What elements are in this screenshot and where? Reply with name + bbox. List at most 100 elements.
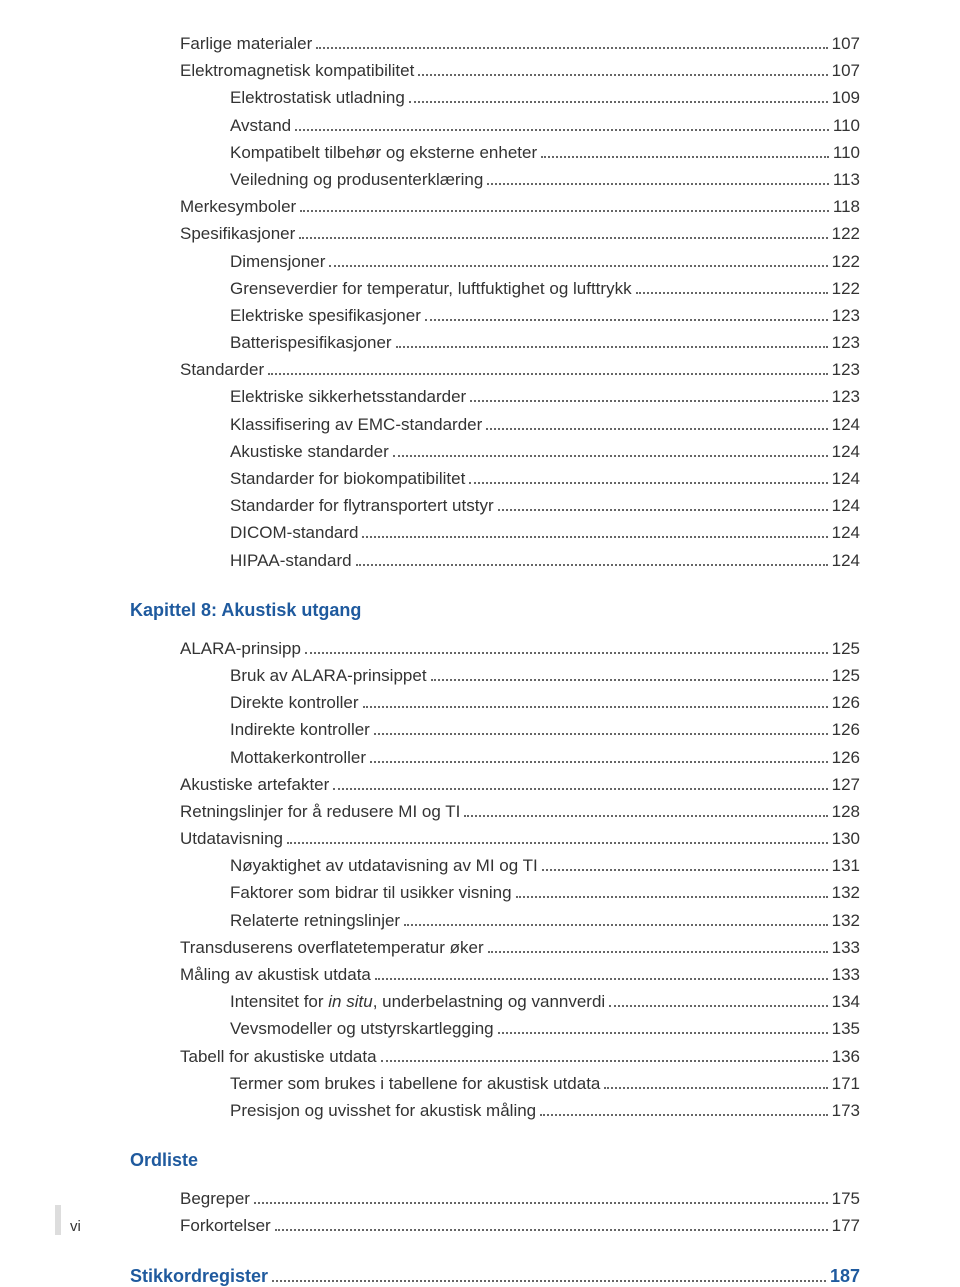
toc-leader-dots: [363, 706, 828, 708]
toc-entry: Klassifisering av EMC-standarder124: [130, 411, 860, 438]
toc-leader-dots: [295, 129, 829, 131]
toc-entry: Merkesymboler118: [130, 193, 860, 220]
toc-page-number: 136: [832, 1043, 860, 1070]
toc-label: Elektromagnetisk kompatibilitet: [180, 57, 414, 84]
toc-page-number: 132: [832, 907, 860, 934]
toc-leader-dots: [404, 924, 828, 926]
toc-leader-dots: [287, 842, 828, 844]
toc-label: Forkortelser: [180, 1212, 271, 1239]
toc-page-number: 122: [832, 275, 860, 302]
toc-label: Avstand: [230, 112, 291, 139]
toc-leader-dots: [604, 1087, 827, 1089]
toc-page-number: 123: [832, 302, 860, 329]
toc-page-number: 122: [832, 220, 860, 247]
toc-entry: Nøyaktighet av utdatavisning av MI og TI…: [130, 852, 860, 879]
toc-leader-dots: [636, 292, 828, 294]
toc-label: Termer som brukes i tabellene for akusti…: [230, 1070, 600, 1097]
toc-entry: Avstand 110: [130, 112, 860, 139]
toc-leader-dots: [464, 815, 827, 817]
toc-leader-dots: [541, 156, 829, 158]
toc-label: Batterispesifikasjoner: [230, 329, 392, 356]
toc-entry: Indirekte kontroller126: [130, 716, 860, 743]
toc-label: Retningslinjer for å redusere MI og TI: [180, 798, 460, 825]
toc-leader-dots: [470, 400, 827, 402]
toc-page-number: 173: [832, 1097, 860, 1124]
toc-entry: Elektromagnetisk kompatibilitet107: [130, 57, 860, 84]
toc-leader-dots: [498, 1032, 828, 1034]
toc-page-number: 131: [832, 852, 860, 879]
toc-label: Standarder: [180, 356, 264, 383]
toc-label: Intensitet for in situ, underbelastning …: [230, 988, 605, 1015]
toc-page-number: 126: [832, 689, 860, 716]
toc-leader-dots: [425, 319, 828, 321]
toc-entry: Elektrostatisk utladning109: [130, 84, 860, 111]
toc-page-number: 110: [833, 112, 860, 139]
toc-page-number: 126: [832, 744, 860, 771]
toc-leader-dots: [370, 761, 828, 763]
toc-page-number: 171: [832, 1070, 860, 1097]
toc-page-number: 125: [832, 635, 860, 662]
toc-leader-dots: [362, 536, 827, 538]
toc-entry: Bruk av ALARA-prinsippet125: [130, 662, 860, 689]
toc-label: Utdatavisning: [180, 825, 283, 852]
section-heading-index: Stikkordregister 187: [130, 1266, 860, 1287]
toc-label: Bruk av ALARA-prinsippet: [230, 662, 427, 689]
toc-entry: Akustiske artefakter 127: [130, 771, 860, 798]
section-heading: Kapittel 8: Akustisk utgang: [130, 600, 860, 621]
toc-label: Spesifikasjoner: [180, 220, 295, 247]
toc-entry: Kompatibelt tilbehør og eksterne enheter…: [130, 139, 860, 166]
toc-label: Presisjon og uvisshet for akustisk målin…: [230, 1097, 536, 1124]
toc-leader-dots: [486, 428, 827, 430]
toc-label: Indirekte kontroller: [230, 716, 370, 743]
toc-label: Kompatibelt tilbehør og eksterne enheter: [230, 139, 537, 166]
toc-entry: Standarder for flytransportert utstyr124: [130, 492, 860, 519]
toc-entry: Måling av akustisk utdata133: [130, 961, 860, 988]
toc-leader-dots: [431, 679, 828, 681]
toc-label: Akustiske artefakter: [180, 771, 329, 798]
toc-leader-dots: [396, 346, 828, 348]
page-number: vi: [70, 1218, 81, 1235]
toc-leader-dots: [374, 733, 828, 735]
toc-leader-dots: [272, 1280, 826, 1282]
toc-label: Nøyaktighet av utdatavisning av MI og TI: [230, 852, 538, 879]
toc-leader-dots: [356, 564, 828, 566]
toc-label: Grenseverdier for temperatur, luftfuktig…: [230, 275, 632, 302]
table-of-contents: Farlige materialer107Elektromagnetisk ko…: [130, 30, 860, 1287]
toc-label: Vevsmodeller og utstyrskartlegging: [230, 1015, 494, 1042]
toc-page-number: 127: [832, 771, 860, 798]
toc-label: Transduserens overflatetemperatur øker: [180, 934, 484, 961]
toc-label: DICOM-standard: [230, 519, 358, 546]
toc-label: ALARA-prinsipp: [180, 635, 301, 662]
toc-leader-dots: [275, 1229, 828, 1231]
toc-entry: Akustiske standarder124: [130, 438, 860, 465]
toc-label: Stikkordregister: [130, 1266, 268, 1287]
toc-entry: Tabell for akustiske utdata 136: [130, 1043, 860, 1070]
toc-entry: Dimensjoner122: [130, 248, 860, 275]
toc-page-number: 134: [832, 988, 860, 1015]
toc-label: Tabell for akustiske utdata: [180, 1043, 377, 1070]
toc-leader-dots: [488, 951, 828, 953]
toc-page-number: 133: [832, 961, 860, 988]
toc-label: Standarder for biokompatibilitet: [230, 465, 465, 492]
toc-entry: Standarder 123: [130, 356, 860, 383]
toc-entry: Direkte kontroller126: [130, 689, 860, 716]
toc-page-number: 124: [832, 411, 860, 438]
toc-leader-dots: [300, 210, 829, 212]
toc-leader-dots: [254, 1202, 828, 1204]
toc-leader-dots: [299, 237, 827, 239]
toc-page-number: 187: [830, 1266, 860, 1287]
toc-leader-dots: [409, 101, 828, 103]
toc-leader-dots: [516, 896, 828, 898]
toc-entry: Spesifikasjoner 122: [130, 220, 860, 247]
toc-entry: Batterispesifikasjoner123: [130, 329, 860, 356]
toc-page-number: 109: [832, 84, 860, 111]
toc-page-number: 175: [832, 1185, 860, 1212]
toc-entry: Mottakerkontroller126: [130, 744, 860, 771]
toc-leader-dots: [498, 509, 828, 511]
footer-accent-bar: [55, 1205, 61, 1235]
toc-entry: Elektriske sikkerhetsstandarder123: [130, 383, 860, 410]
toc-label: Relaterte retningslinjer: [230, 907, 400, 934]
toc-entry: DICOM-standard124: [130, 519, 860, 546]
toc-page-number: 123: [832, 356, 860, 383]
toc-page-number: 177: [832, 1212, 860, 1239]
